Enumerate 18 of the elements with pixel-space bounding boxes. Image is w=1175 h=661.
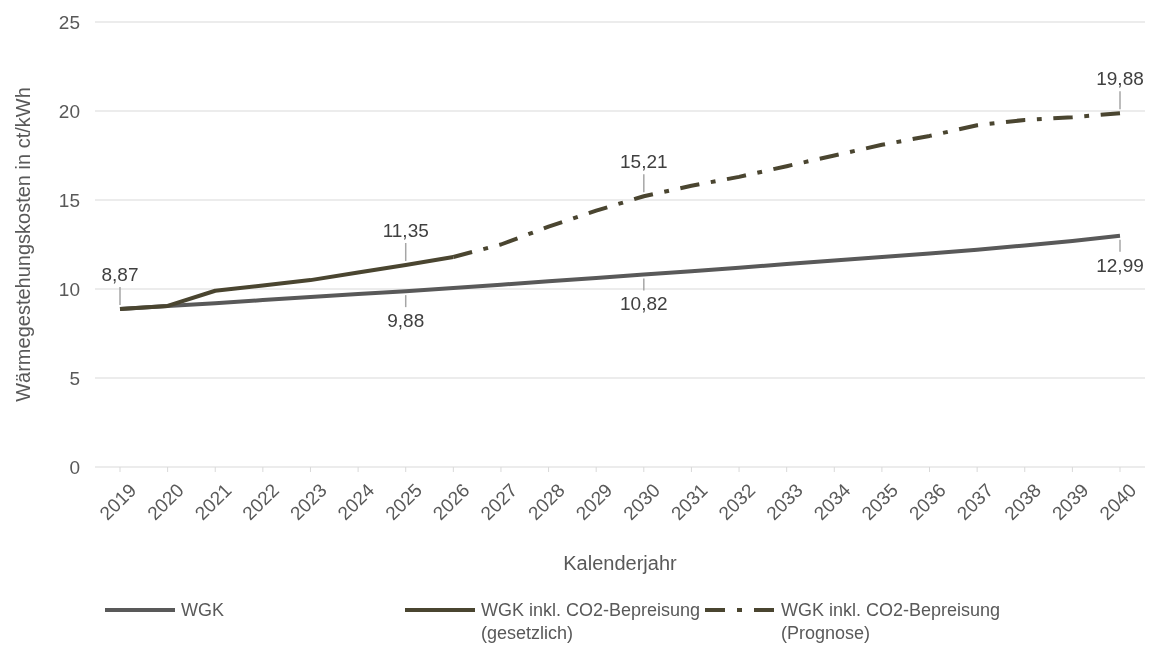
legend-label: WGK inkl. CO2-Bepreisung (gesetzlich) — [481, 600, 701, 643]
x-axis-title: Kalenderjahr — [563, 552, 678, 574]
y-tick-label: 10 — [58, 278, 80, 300]
y-tick-label: 0 — [69, 456, 80, 478]
legend-label: WGK inkl. CO2-Bepreisung (Prognose) — [781, 600, 1001, 643]
annotation: 11,35 — [382, 219, 429, 241]
annotation: 10,82 — [620, 293, 668, 315]
annotation: 12,99 — [1096, 254, 1144, 276]
annotation: 15,21 — [620, 151, 668, 173]
y-tick-label: 20 — [58, 100, 80, 122]
y-tick-label: 5 — [69, 367, 80, 389]
annotation: 19,88 — [1096, 68, 1144, 90]
annotation: 9,88 — [387, 310, 425, 332]
annotation: 8,87 — [101, 264, 139, 286]
y-tick-label: 15 — [58, 189, 80, 211]
y-axis-title: Wärmegestehungskosten in ct/kWh — [12, 87, 34, 402]
y-tick-label: 25 — [58, 11, 80, 33]
legend-label: WGK — [181, 600, 224, 621]
